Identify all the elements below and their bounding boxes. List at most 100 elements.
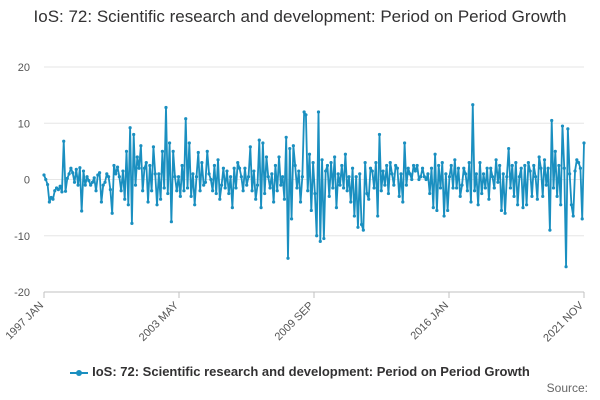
data-point[interactable]: [128, 126, 132, 130]
data-point[interactable]: [148, 163, 152, 168]
data-point[interactable]: [370, 169, 374, 173]
data-point[interactable]: [462, 166, 466, 170]
data-point[interactable]: [266, 175, 270, 179]
data-point[interactable]: [386, 191, 391, 196]
data-point[interactable]: [264, 155, 269, 159]
data-point[interactable]: [343, 152, 347, 156]
data-point[interactable]: [275, 189, 279, 193]
data-point[interactable]: [431, 206, 435, 210]
data-point[interactable]: [456, 166, 461, 170]
data-point[interactable]: [324, 169, 328, 173]
data-point[interactable]: [105, 172, 109, 176]
data-point[interactable]: [442, 214, 446, 218]
data-point[interactable]: [368, 166, 373, 170]
data-point[interactable]: [573, 169, 577, 173]
data-point[interactable]: [56, 188, 60, 192]
data-point[interactable]: [60, 190, 64, 194]
data-point[interactable]: [533, 175, 538, 179]
data-point[interactable]: [329, 161, 333, 165]
data-point[interactable]: [83, 183, 87, 187]
data-point[interactable]: [160, 149, 165, 153]
data-point[interactable]: [521, 206, 525, 210]
data-point[interactable]: [383, 183, 387, 187]
data-point[interactable]: [243, 166, 247, 170]
data-point[interactable]: [422, 175, 426, 179]
data-point[interactable]: [420, 166, 425, 170]
data-point[interactable]: [71, 171, 75, 175]
data-point[interactable]: [557, 163, 561, 168]
data-point[interactable]: [429, 166, 434, 170]
data-point[interactable]: [139, 144, 143, 148]
data-point[interactable]: [309, 208, 313, 213]
data-point[interactable]: [205, 149, 209, 153]
data-point[interactable]: [282, 197, 286, 201]
data-point[interactable]: [176, 175, 181, 179]
data-point[interactable]: [542, 158, 547, 162]
data-point[interactable]: [435, 208, 439, 213]
data-point[interactable]: [568, 172, 572, 176]
data-point[interactable]: [155, 203, 159, 207]
data-point[interactable]: [539, 166, 543, 170]
data-point[interactable]: [447, 175, 452, 179]
data-point[interactable]: [108, 188, 112, 192]
data-point[interactable]: [440, 161, 444, 165]
data-point[interactable]: [471, 103, 475, 107]
data-point[interactable]: [150, 189, 154, 193]
data-point[interactable]: [551, 186, 556, 190]
data-point[interactable]: [438, 186, 443, 190]
data-point[interactable]: [530, 194, 534, 198]
data-point[interactable]: [397, 194, 401, 198]
data-point[interactable]: [167, 141, 172, 145]
data-point[interactable]: [331, 186, 335, 190]
data-point[interactable]: [185, 186, 190, 190]
data-point[interactable]: [146, 200, 150, 204]
data-point[interactable]: [291, 144, 295, 148]
data-point[interactable]: [133, 183, 138, 187]
data-point[interactable]: [374, 161, 378, 165]
data-point[interactable]: [78, 166, 82, 170]
data-point[interactable]: [209, 177, 213, 182]
data-point[interactable]: [124, 149, 129, 153]
data-point[interactable]: [571, 214, 575, 218]
data-point[interactable]: [159, 197, 163, 201]
data-point[interactable]: [58, 184, 62, 188]
data-point[interactable]: [80, 209, 84, 213]
data-point[interactable]: [87, 179, 91, 183]
data-point[interactable]: [182, 189, 186, 193]
data-point[interactable]: [404, 183, 408, 187]
data-point[interactable]: [237, 166, 242, 170]
data-point[interactable]: [437, 163, 441, 168]
data-point[interactable]: [200, 161, 204, 165]
data-point[interactable]: [510, 163, 514, 168]
data-point[interactable]: [507, 146, 511, 151]
data-point[interactable]: [553, 149, 557, 153]
data-point[interactable]: [230, 206, 234, 210]
data-point[interactable]: [320, 158, 324, 162]
data-point[interactable]: [465, 189, 469, 193]
data-point[interactable]: [472, 189, 477, 193]
data-point[interactable]: [92, 176, 96, 180]
data-point[interactable]: [453, 158, 457, 162]
data-point[interactable]: [261, 141, 265, 145]
data-point[interactable]: [293, 163, 297, 168]
data-point[interactable]: [498, 163, 502, 168]
data-point[interactable]: [560, 124, 565, 128]
data-point[interactable]: [501, 172, 505, 176]
data-point[interactable]: [270, 172, 274, 176]
data-point[interactable]: [403, 141, 407, 145]
data-point[interactable]: [372, 186, 376, 190]
data-point[interactable]: [505, 175, 509, 179]
data-point[interactable]: [352, 214, 356, 218]
data-point[interactable]: [451, 186, 455, 190]
data-point[interactable]: [519, 166, 523, 170]
data-point[interactable]: [302, 110, 306, 114]
data-point[interactable]: [578, 166, 583, 170]
data-point[interactable]: [408, 172, 412, 176]
data-point[interactable]: [315, 234, 319, 238]
legend[interactable]: IoS: 72: Scientific research and develop…: [0, 364, 600, 379]
data-point[interactable]: [132, 132, 136, 137]
data-point[interactable]: [297, 169, 301, 173]
data-point[interactable]: [184, 117, 188, 121]
data-point[interactable]: [349, 200, 353, 204]
data-point[interactable]: [494, 158, 498, 162]
